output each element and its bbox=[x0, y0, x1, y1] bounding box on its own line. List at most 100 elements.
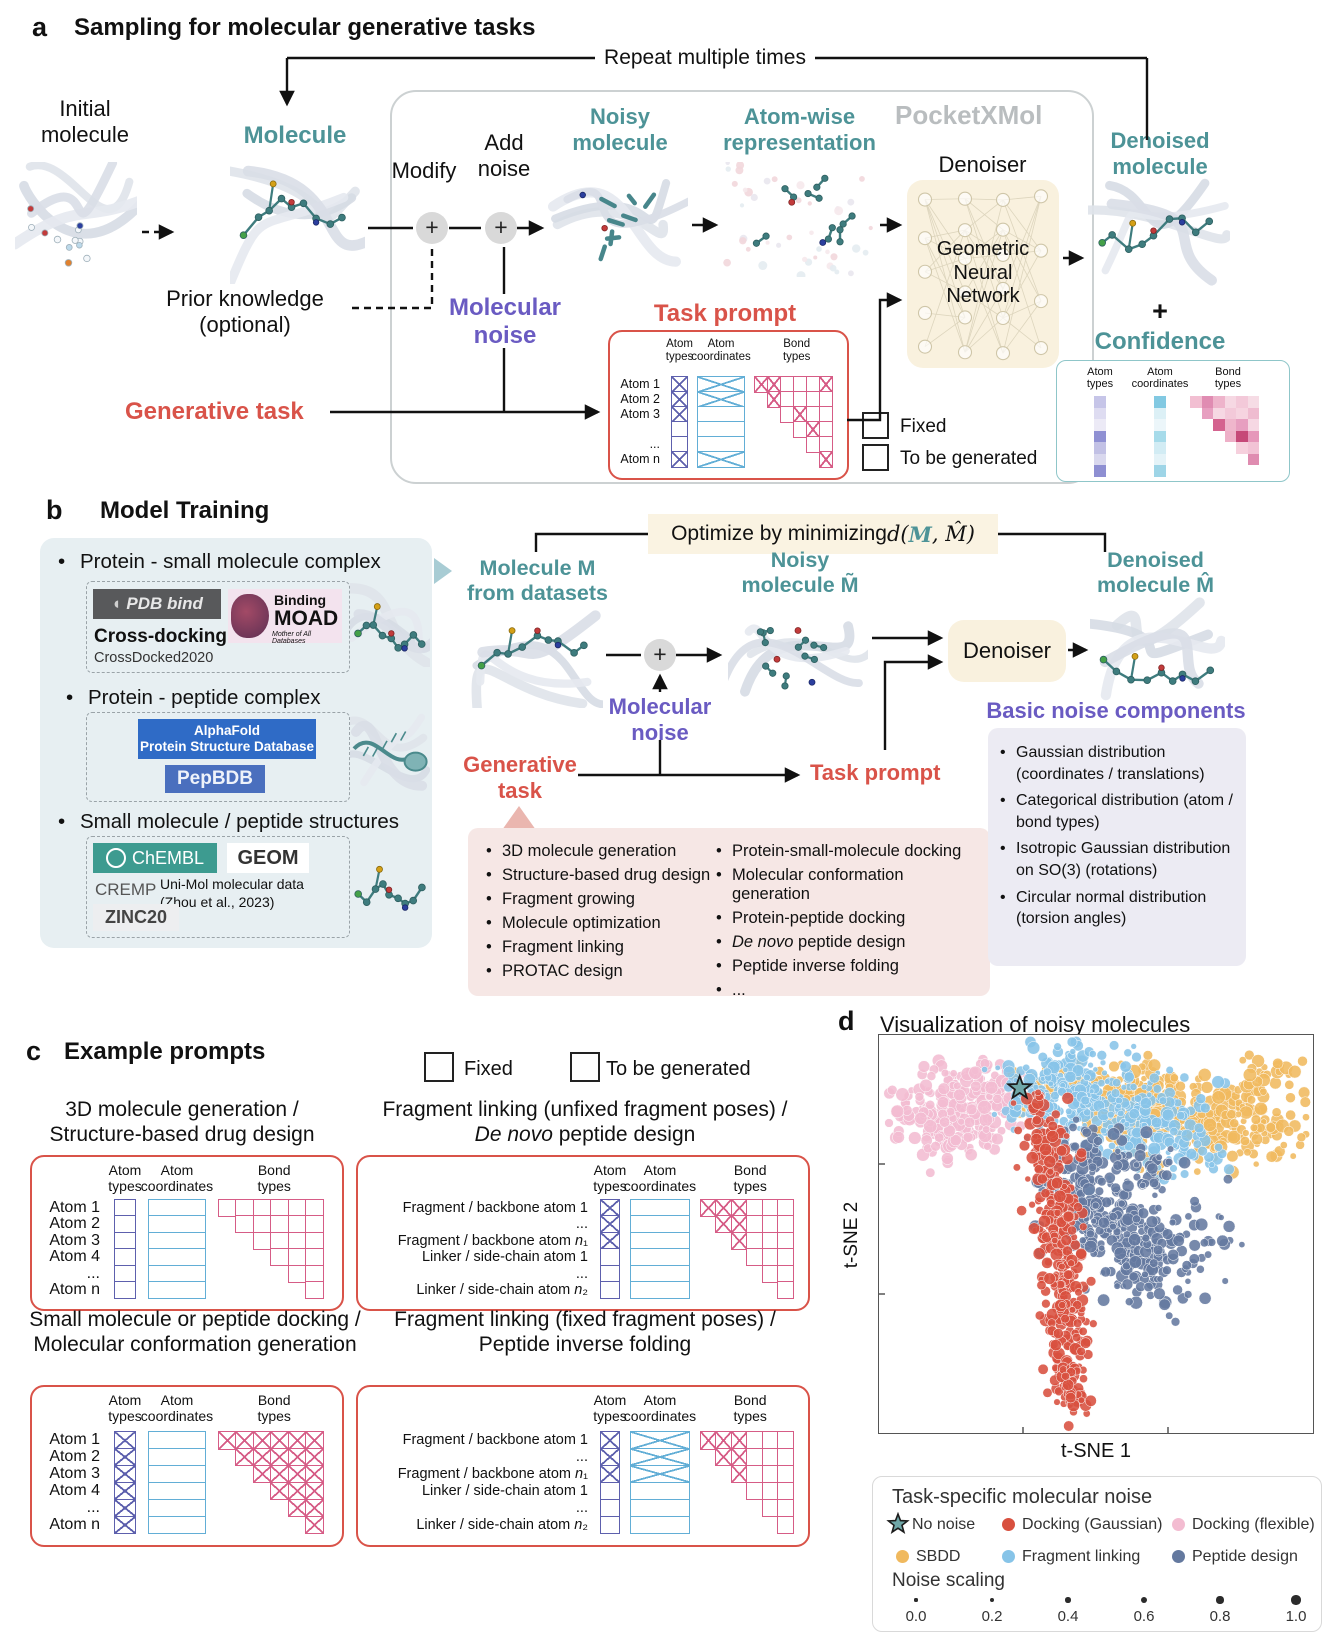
scatter-point bbox=[1130, 1043, 1137, 1050]
scatter-point bbox=[1024, 1175, 1032, 1183]
scatter-point bbox=[1226, 1150, 1239, 1163]
matrix-row-label: Atom 3 bbox=[49, 1464, 100, 1482]
scatter-point bbox=[1069, 1048, 1077, 1055]
scatter-point bbox=[1193, 1167, 1202, 1176]
scatter-point bbox=[1288, 1065, 1302, 1079]
scatter-point bbox=[1193, 1122, 1205, 1134]
matrix-header: Bond types bbox=[733, 1392, 767, 1424]
matrix-row-label: Atom 1 bbox=[49, 1431, 100, 1448]
confidence-cell bbox=[1224, 419, 1236, 431]
scatter-point bbox=[1053, 1042, 1062, 1051]
prompt-4-title: Fragment linking (fixed fragment poses) … bbox=[394, 1308, 776, 1356]
confidence-cell bbox=[1094, 407, 1106, 419]
scatter-point bbox=[962, 1131, 974, 1143]
matrix-row-label: Atom 3 bbox=[620, 407, 660, 421]
unimol-label-2: (Zhou et al., 2023) bbox=[160, 894, 275, 910]
scatter-point bbox=[1128, 1233, 1142, 1247]
scatter-point bbox=[1058, 1301, 1067, 1309]
scatter-point bbox=[982, 1125, 991, 1134]
scatter-point bbox=[1172, 1284, 1183, 1296]
confidence-cell bbox=[1224, 396, 1236, 408]
scatter-point bbox=[1100, 1266, 1112, 1278]
scatter-point bbox=[1070, 1141, 1080, 1152]
scatter-point bbox=[1223, 1163, 1235, 1175]
scatter-point bbox=[1195, 1093, 1207, 1104]
chembl-icon bbox=[105, 848, 126, 868]
prompt-cell bbox=[252, 1199, 272, 1217]
matrix-header: Bond types bbox=[257, 1392, 291, 1424]
pdbbind-pacman-icon: ◖ bbox=[111, 594, 122, 613]
prompt-cell bbox=[305, 1231, 324, 1250]
scatter-point bbox=[1114, 1148, 1122, 1155]
panel-c-title: Example prompts bbox=[64, 1038, 266, 1065]
scatter-point bbox=[934, 1132, 945, 1143]
noise-scale-dot bbox=[1216, 1596, 1224, 1604]
scatter-point bbox=[1042, 1387, 1053, 1398]
scatter-point bbox=[1149, 1258, 1159, 1268]
to-be-generated-icon bbox=[862, 444, 889, 471]
scatter-point bbox=[1061, 1092, 1075, 1105]
prompt-cell bbox=[114, 1515, 136, 1534]
prompt-cell bbox=[305, 1447, 324, 1467]
scatter-point bbox=[1010, 1099, 1017, 1107]
confidence-cell bbox=[1213, 419, 1225, 431]
scatter-point bbox=[1087, 1062, 1094, 1069]
scatter-point bbox=[1088, 1088, 1095, 1095]
matrix-header: Atom coordinates bbox=[623, 1162, 697, 1194]
confidence-cell bbox=[1247, 442, 1259, 454]
prompt-4-matrix: Atom types Atom coordinates Bond types Fragmen… bbox=[356, 1387, 806, 1543]
prompt-cell bbox=[600, 1498, 620, 1518]
scatter-point bbox=[1147, 1141, 1161, 1156]
scatter-point bbox=[1143, 1282, 1154, 1292]
scatter-point bbox=[1097, 1176, 1107, 1187]
prompt-cell bbox=[148, 1464, 206, 1484]
scatter-point bbox=[1087, 1162, 1098, 1172]
scatter-point bbox=[1068, 1122, 1078, 1132]
denoiser-box-b: Denoiser bbox=[948, 620, 1066, 682]
dataset-1-image bbox=[350, 583, 430, 667]
prompt-cell bbox=[630, 1281, 690, 1299]
confidence-cell bbox=[1247, 407, 1259, 419]
scatter-point bbox=[1181, 1260, 1192, 1271]
scatter-point bbox=[908, 1131, 922, 1145]
prompt-cell bbox=[766, 391, 782, 408]
matrix-header: Bond types bbox=[733, 1162, 767, 1194]
prompt-cell bbox=[777, 1215, 794, 1234]
tsne-scatter bbox=[878, 1034, 1314, 1434]
prompt-cell bbox=[305, 1515, 324, 1534]
confidence-cell bbox=[1094, 419, 1106, 431]
scatter-point bbox=[1249, 1123, 1259, 1132]
scatter-point bbox=[1158, 1298, 1171, 1311]
legend-entry-label: Fragment linking bbox=[1022, 1548, 1141, 1565]
scatter-point bbox=[1242, 1129, 1250, 1137]
scatter-point bbox=[1298, 1086, 1311, 1099]
legend-entry-label: Peptide design bbox=[1192, 1548, 1298, 1565]
scatter-point bbox=[963, 1116, 976, 1129]
scatter-point bbox=[1089, 1319, 1098, 1328]
geom-logo: GEOM bbox=[227, 843, 309, 873]
confidence-cell bbox=[1236, 442, 1248, 454]
scatter-point bbox=[1023, 1133, 1032, 1142]
scatter-point bbox=[1065, 1392, 1077, 1404]
scatter-point bbox=[1121, 1179, 1135, 1193]
scatter-point bbox=[1100, 1127, 1108, 1135]
prompt-cell bbox=[600, 1264, 620, 1283]
confidence-cell bbox=[1201, 407, 1213, 419]
scatter-point bbox=[1128, 1108, 1140, 1120]
legend-dot-icon bbox=[896, 1550, 909, 1563]
scatter-point bbox=[1053, 1189, 1067, 1203]
noise-scale-value: 1.0 bbox=[1285, 1608, 1307, 1625]
scatter-point bbox=[1092, 1066, 1099, 1073]
scatter-point bbox=[1259, 1087, 1268, 1096]
gnn-network-graphic bbox=[907, 180, 1059, 368]
scatter-point bbox=[1161, 1108, 1175, 1122]
scatter-point bbox=[930, 1141, 941, 1152]
scatter-point bbox=[1133, 1161, 1140, 1169]
scatter-point bbox=[953, 1088, 966, 1102]
scatter-point bbox=[1076, 1147, 1087, 1159]
scatter-point bbox=[1097, 1216, 1110, 1229]
scatter-point bbox=[1238, 1056, 1247, 1065]
generative-task-label-a: Generative task bbox=[125, 398, 304, 425]
pocketxmol-label: PocketXMol bbox=[895, 100, 1043, 130]
